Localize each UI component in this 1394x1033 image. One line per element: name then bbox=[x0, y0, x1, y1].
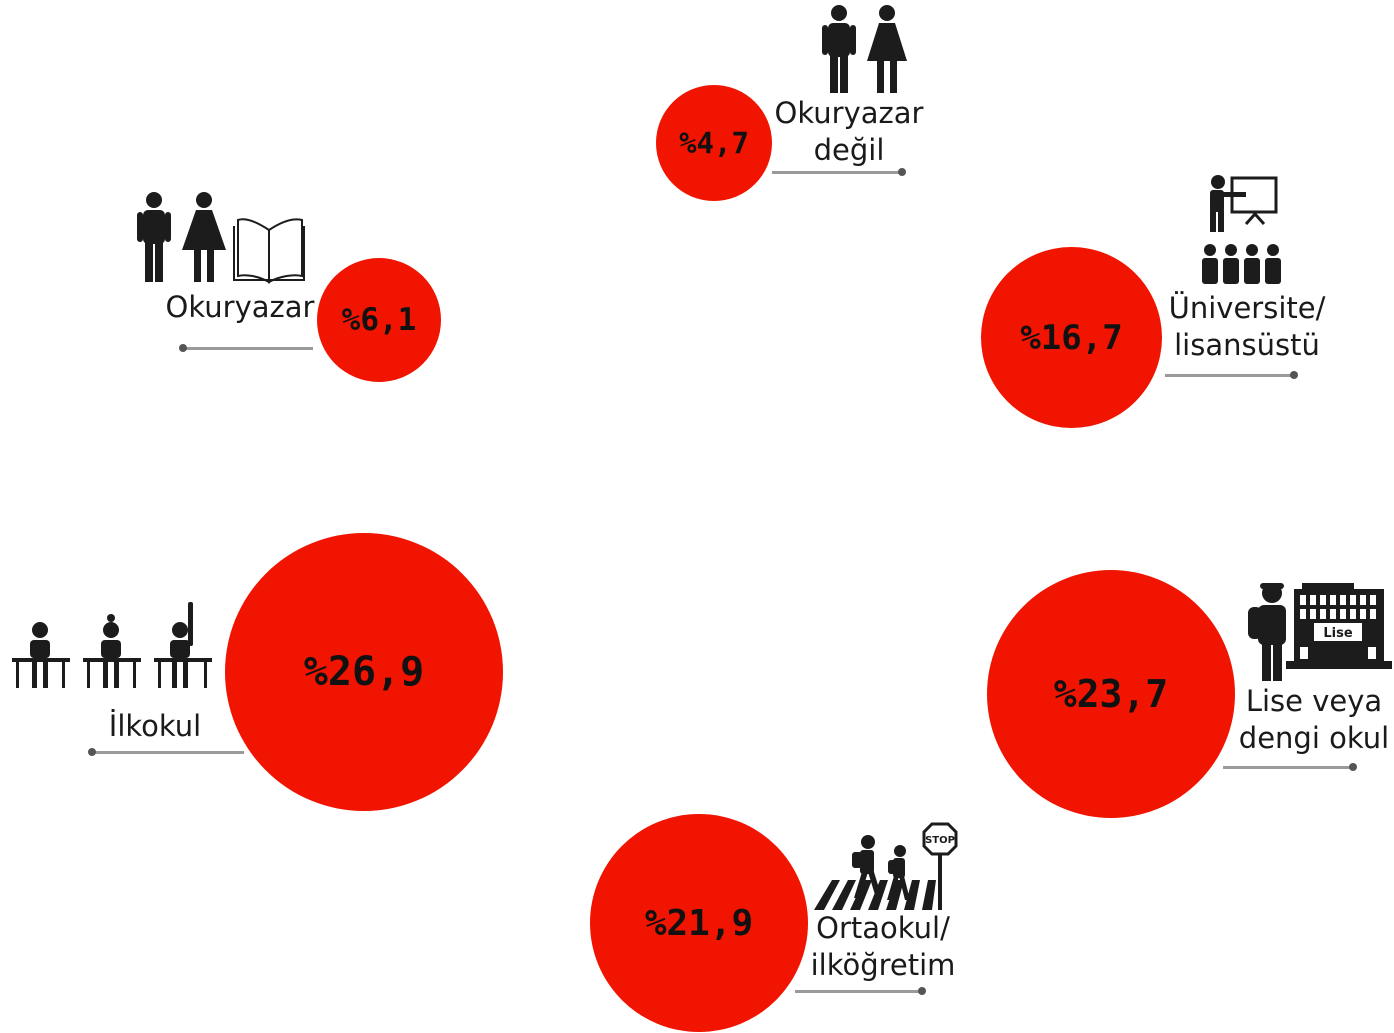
leader-dot bbox=[1290, 371, 1298, 379]
children-crosswalk-stop-sign-icon: STOP bbox=[814, 822, 958, 910]
leader-dot bbox=[1349, 763, 1357, 771]
man-woman-icon bbox=[822, 5, 907, 93]
label-line: ilköğretim bbox=[810, 948, 956, 982]
label-line: dengi okul bbox=[1238, 721, 1390, 755]
bubble-okuryazar: %6,1 bbox=[317, 258, 441, 382]
label-universite: Üniversite/ lisansüstü bbox=[1162, 290, 1332, 364]
label-ortaokul: Ortaokul/ ilköğretim bbox=[803, 910, 963, 984]
leader-dot bbox=[898, 168, 906, 176]
label-okuryazar: Okuryazar bbox=[160, 289, 320, 326]
leader-dot bbox=[179, 344, 187, 352]
label-okuryazar-degil: Okuryazar değil bbox=[770, 95, 928, 169]
label-line: Okuryazar bbox=[165, 290, 315, 324]
value-label: %6,1 bbox=[341, 302, 417, 338]
leader-line bbox=[772, 171, 902, 174]
bubble-universite: %16,7 bbox=[981, 247, 1162, 428]
label-line: Üniversite/ bbox=[1168, 291, 1326, 325]
label-line: İlkokul bbox=[108, 709, 202, 743]
man-woman-book-icon bbox=[137, 192, 305, 284]
value-label: %4,7 bbox=[679, 126, 749, 160]
bubble-lise: %23,7 bbox=[987, 570, 1235, 818]
leader-line bbox=[1223, 766, 1353, 769]
value-label: %16,7 bbox=[1020, 317, 1123, 358]
value-label: %26,9 bbox=[303, 649, 425, 695]
label-line: Lise veya bbox=[1245, 684, 1383, 718]
leader-line bbox=[94, 751, 244, 754]
leader-line bbox=[183, 347, 313, 350]
pupils-at-desks-icon bbox=[12, 602, 212, 688]
leader-line bbox=[1165, 374, 1295, 377]
leader-dot bbox=[88, 748, 96, 756]
label-lise: Lise veya dengi okul bbox=[1234, 683, 1394, 757]
leader-dot bbox=[918, 987, 926, 995]
lecture-presentation-icon bbox=[1202, 175, 1281, 284]
bubble-okuryazar-degil: %4,7 bbox=[656, 85, 772, 201]
label-line: değil bbox=[813, 133, 885, 167]
value-label: %21,9 bbox=[644, 902, 754, 944]
bubble-ortaokul: %21,9 bbox=[590, 814, 808, 1032]
lise-sign-text: Lise bbox=[1323, 626, 1352, 641]
label-line: Ortaokul/ bbox=[816, 911, 950, 945]
student-school-building-icon: Lise bbox=[1248, 583, 1392, 681]
label-line: lisansüstü bbox=[1174, 328, 1320, 362]
bubble-ilkokul: %26,9 bbox=[225, 533, 503, 811]
label-line: Okuryazar bbox=[774, 96, 924, 130]
stop-sign-text: STOP bbox=[925, 835, 955, 846]
value-label: %23,7 bbox=[1053, 672, 1169, 716]
label-ilkokul: İlkokul bbox=[90, 708, 220, 745]
leader-line bbox=[795, 990, 923, 993]
